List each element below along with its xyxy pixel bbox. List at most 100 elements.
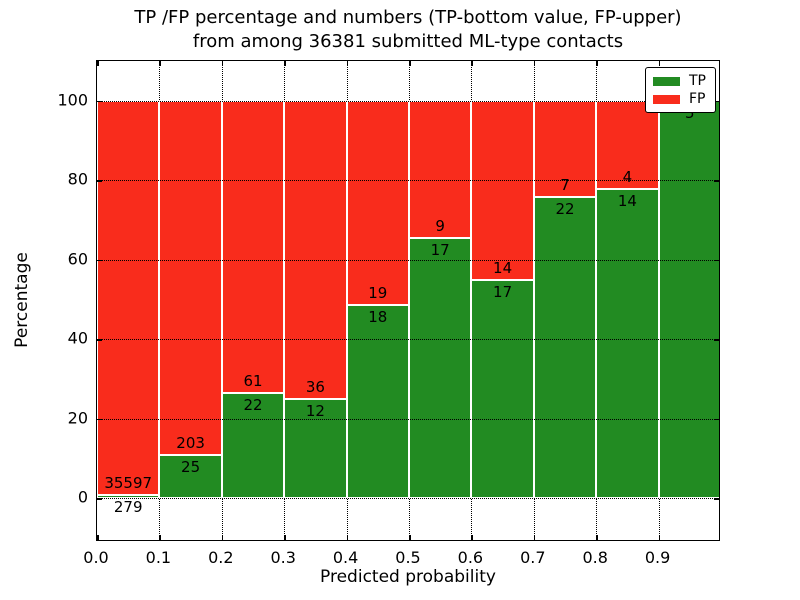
- fp-bar-segment: [409, 100, 472, 239]
- fp-count-label: 61: [243, 371, 263, 390]
- x-tick: [533, 535, 536, 540]
- y-tick: [714, 418, 719, 421]
- y-tick: [714, 100, 719, 103]
- chart-title: TP /FP percentage and numbers (TP-bottom…: [96, 6, 720, 55]
- x-tick: [409, 535, 411, 540]
- tp-swatch: [653, 76, 680, 86]
- fp-bar-segment: [596, 100, 659, 190]
- x-tick-label: 0.9: [644, 548, 671, 567]
- y-gridline: [97, 339, 719, 341]
- fp-bar-segment: [97, 100, 160, 496]
- y-tick-label: 100: [57, 90, 88, 110]
- x-tick: [284, 535, 286, 540]
- x-tick: [658, 61, 661, 66]
- tp-bar-segment: [658, 100, 719, 499]
- tp-count-label: 14: [617, 192, 637, 211]
- x-tick-label: 0.6: [457, 548, 484, 567]
- legend-label-fp: FP: [689, 91, 706, 107]
- tp-count-label: 17: [493, 283, 513, 302]
- x-tick: [346, 61, 349, 66]
- y-tick: [714, 339, 719, 341]
- y-gridline: [97, 259, 719, 261]
- fp-count-label: 14: [493, 259, 513, 278]
- tp-bar-segment: [159, 454, 222, 499]
- x-tick-label: 0.3: [270, 548, 296, 567]
- x-tick: [221, 535, 224, 540]
- y-tick: [714, 498, 719, 500]
- tp-count-label: 18: [368, 307, 388, 326]
- x-tick: [596, 535, 598, 540]
- x-tick-label: 0.4: [332, 548, 359, 567]
- fp-bar-segment: [346, 100, 409, 305]
- tp-count-label: 22: [555, 199, 575, 218]
- x-tick: [159, 535, 161, 540]
- x-tick: [284, 61, 286, 66]
- legend-label-tp: TP: [689, 73, 706, 89]
- y-tick: [97, 100, 102, 103]
- x-tick-label: 0.2: [208, 548, 234, 567]
- plot-area: 355972792032561223612191891714177224145: [96, 60, 720, 541]
- y-gridline: [97, 418, 719, 420]
- x-tick: [409, 61, 411, 66]
- tp-count-label: 22: [243, 395, 263, 414]
- fp-swatch: [653, 94, 680, 104]
- x-tick: [533, 61, 536, 66]
- fp-count-label: 7: [560, 175, 570, 194]
- tp-count-label: 279: [113, 498, 143, 517]
- tp-bar-segment: [346, 304, 409, 499]
- fp-count-label: 19: [368, 283, 388, 302]
- fp-count-label: 36: [305, 377, 325, 396]
- y-tick-label: 80: [67, 169, 88, 189]
- tp-bar-segment: [533, 196, 597, 499]
- tp-count-label: 17: [430, 241, 450, 260]
- y-tick: [714, 180, 719, 182]
- y-tick: [97, 339, 102, 341]
- y-tick: [714, 259, 719, 262]
- fp-count-label: 9: [435, 217, 445, 236]
- y-tick-label: 20: [67, 408, 88, 428]
- legend-row-tp: TP: [653, 74, 708, 88]
- tp-bar-segment: [471, 280, 534, 499]
- fp-count-label: 203: [176, 433, 205, 452]
- x-tick: [471, 535, 473, 540]
- tp-bar-segment: [596, 189, 659, 499]
- y-tick: [97, 418, 102, 421]
- x-tick: [658, 535, 661, 540]
- y-tick: [97, 259, 102, 262]
- x-tick: [159, 61, 161, 66]
- fp-bar-segment: [284, 100, 347, 399]
- y-gridline: [97, 100, 719, 102]
- x-tick-label: 0.8: [582, 548, 608, 567]
- x-tick: [596, 61, 598, 66]
- tp-count-label: 12: [305, 401, 325, 420]
- tp-count-label: 25: [181, 457, 201, 476]
- chart-title-line1: TP /FP percentage and numbers (TP-bottom…: [134, 7, 682, 28]
- x-tick-label: 0.0: [83, 548, 109, 567]
- chart-title-line2: from among 36381 submitted ML-type conta…: [192, 31, 624, 53]
- legend: TP FP: [645, 67, 716, 113]
- x-tick: [97, 535, 99, 540]
- y-gridline: [97, 180, 719, 182]
- x-tick-label: 0.5: [395, 548, 421, 567]
- x-tick: [471, 61, 473, 66]
- plot-inner: 355972792032561223612191891714177224145: [97, 61, 719, 540]
- y-tick: [97, 498, 102, 500]
- x-tick-label: 0.7: [520, 548, 546, 567]
- tp-bar-segment: [409, 238, 472, 499]
- y-axis-label: Percentage: [12, 252, 32, 348]
- fp-bar-segment: [159, 100, 222, 455]
- y-tick-label: 0: [77, 487, 88, 507]
- tp-bar-segment: [221, 392, 285, 499]
- fp-count-label: 4: [622, 168, 633, 187]
- tp-bar-segment: [284, 398, 347, 499]
- x-tick-label: 0.1: [145, 548, 172, 567]
- x-tick: [221, 61, 224, 66]
- fp-bar-segment: [471, 100, 534, 281]
- fp-bar-segment: [221, 100, 285, 393]
- y-tick-label: 60: [67, 249, 88, 269]
- x-tick: [346, 535, 349, 540]
- y-tick-label: 40: [67, 328, 88, 348]
- x-tick: [97, 61, 99, 66]
- y-tick: [97, 180, 102, 182]
